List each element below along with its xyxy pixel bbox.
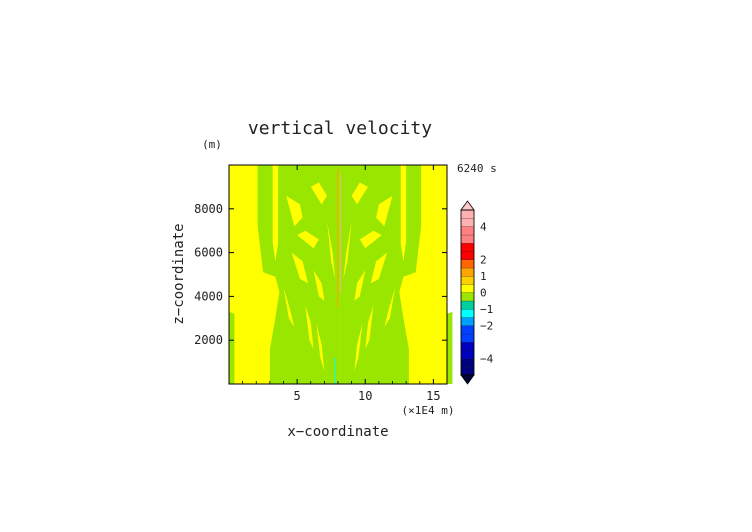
colorbar-label: 1 <box>480 270 487 283</box>
x-tick-label: 10 <box>358 389 372 403</box>
colorbar-bin <box>460 226 475 236</box>
colorbar-bin <box>460 350 475 359</box>
colorbar-bin <box>460 333 475 343</box>
region-positive-right-4 <box>351 182 368 205</box>
colorbar-bin <box>460 317 475 326</box>
colorbar-bin <box>460 308 475 318</box>
region-positive-left-5 <box>313 270 325 301</box>
x-axis-label: x−coordinate <box>287 424 388 440</box>
region-positive-right-6 <box>384 287 396 328</box>
colorbar-label: −2 <box>480 320 493 333</box>
colorbar-label: −1 <box>480 303 493 316</box>
colorbar-bin <box>460 366 475 376</box>
colorbar-bin <box>460 292 475 302</box>
y-axis-label: z−coordinate <box>171 223 187 324</box>
x-axis-ticks: 5 10 15 <box>242 165 441 403</box>
region-negative-edge-left <box>229 311 235 384</box>
contour-field <box>228 164 453 385</box>
central-streak-negative <box>334 357 336 384</box>
y-unit-label: (m) <box>202 138 222 151</box>
colorbar <box>460 200 475 385</box>
y-tick-label: 8000 <box>194 202 223 216</box>
colorbar-bin <box>460 259 475 269</box>
chart-title: vertical velocity <box>248 118 432 139</box>
central-streak-positive <box>337 169 339 308</box>
colorbar-bin <box>460 341 475 351</box>
region-positive-left-8 <box>316 322 325 371</box>
region-positive-right-0 <box>400 165 407 262</box>
region-positive-right-1 <box>376 195 393 227</box>
region-positive-right-5 <box>354 270 366 301</box>
y-tick-label: 4000 <box>194 289 223 303</box>
colorbar-bin <box>460 275 475 285</box>
x-unit-label: (×1E4 m) <box>402 404 455 417</box>
colorbar-label: 2 <box>480 254 487 267</box>
region-positive-left-3 <box>291 252 308 284</box>
region-positive-left-9 <box>327 221 336 279</box>
velocity-regions <box>229 165 453 384</box>
region-positive-left-7 <box>305 305 314 349</box>
colorbar-label: 4 <box>480 221 487 234</box>
region-positive-right-3 <box>370 252 387 284</box>
colorbar-bin <box>460 209 475 219</box>
colorbar-bin <box>460 325 475 335</box>
colorbar-bin <box>460 234 475 244</box>
colorbar-extend-top <box>460 200 475 211</box>
y-tick-label: 2000 <box>194 333 223 347</box>
region-positive-right-9 <box>343 221 352 279</box>
region-positive-left-4 <box>310 182 328 205</box>
x-tick-label: 15 <box>426 389 440 403</box>
region-positive-left-6 <box>283 287 295 328</box>
region-positive-right-2 <box>359 230 382 249</box>
colorbar-bin <box>460 300 475 310</box>
colorbar-extend-bottom <box>460 374 475 385</box>
colorbar-bin <box>460 284 475 293</box>
time-label: 6240 s <box>457 162 497 175</box>
region-positive-right-8 <box>354 322 363 371</box>
colorbar-bin <box>460 218 475 227</box>
colorbar-label: −4 <box>480 353 494 366</box>
colorbar-labels: 4 2 1 0 −1 −2 −4 <box>480 221 494 366</box>
y-axis-ticks: 2000 4000 6000 8000 <box>194 202 447 347</box>
region-positive-right-7 <box>365 305 374 349</box>
colorbar-frame <box>460 209 475 376</box>
region-positive-left-2 <box>297 230 319 249</box>
region-positive-left-1 <box>286 195 303 227</box>
region-negative-edge-right <box>447 311 453 384</box>
colorbar-label: 0 <box>480 287 487 300</box>
region-positive-left-0 <box>272 165 279 262</box>
x-tick-label: 5 <box>294 389 301 403</box>
central-streak-positive-2 <box>340 173 341 293</box>
colorbar-bin <box>460 267 475 277</box>
y-tick-label: 6000 <box>194 246 223 260</box>
colorbar-bin <box>460 242 475 252</box>
colorbar-bin <box>460 358 475 368</box>
colorbar-bin <box>460 251 475 260</box>
